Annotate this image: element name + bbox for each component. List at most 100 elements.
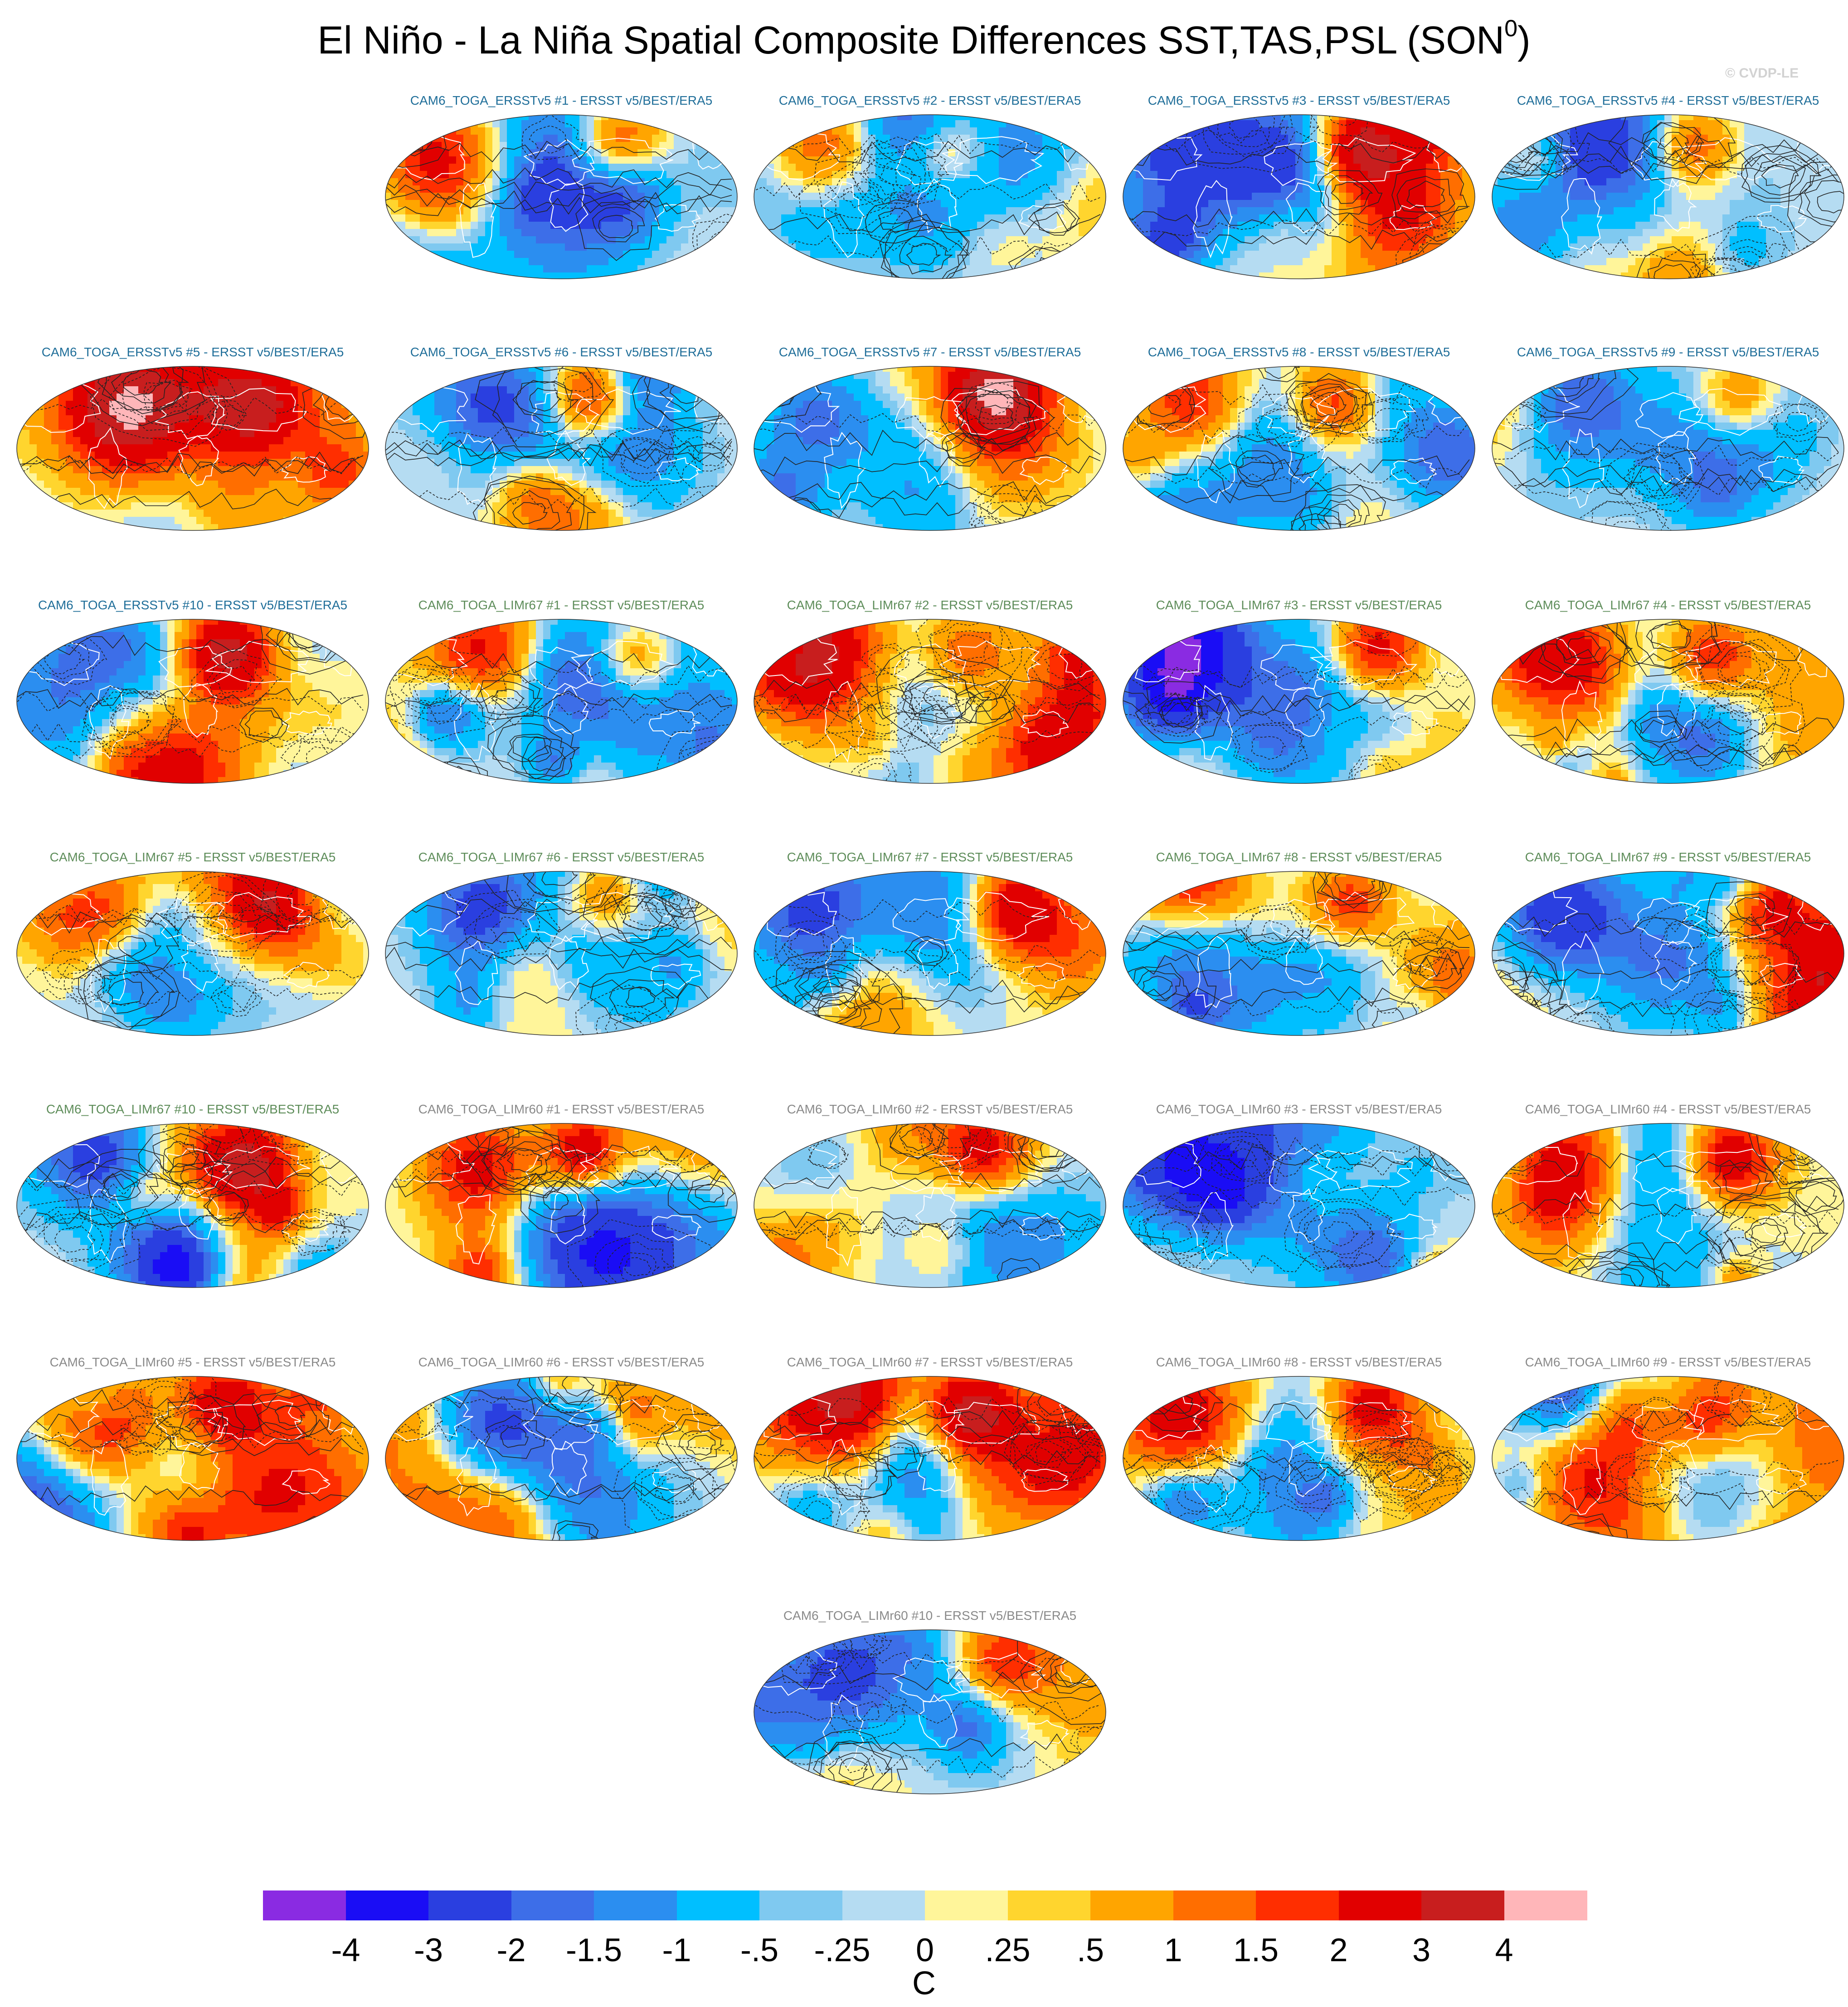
- psl-contour: [1744, 1217, 1789, 1249]
- psl-contour: [754, 1438, 1101, 1463]
- map-panel: CAM6_TOGA_LIMr67 #3 - ERSST v5/BEST/ERA5: [1118, 598, 1480, 784]
- map-plot: [16, 1123, 369, 1288]
- psl-contour: [1664, 969, 1805, 1035]
- shaded-field: [754, 1123, 1106, 1288]
- psl-contour: [1025, 1435, 1072, 1468]
- coastline: [1195, 935, 1232, 1008]
- psl-contour: [825, 669, 947, 755]
- psl-contour: [17, 366, 58, 392]
- psl-contour: [1505, 121, 1576, 165]
- psl-contour: [1492, 437, 1839, 461]
- coastline: [89, 938, 126, 1013]
- coastline: [1285, 182, 1328, 233]
- psl-contour: [1358, 1428, 1396, 1454]
- psl-contour: [598, 425, 697, 487]
- psl-contour: [788, 930, 828, 961]
- psl-contour: [1492, 1152, 1839, 1177]
- psl-contour: [754, 131, 1101, 155]
- psl-contour: [523, 871, 597, 901]
- coastline: [1654, 178, 1697, 232]
- figure-title-superscript: 0: [1504, 15, 1517, 42]
- panel-title: CAM6_TOGA_LIMr60 #10 - ERSST v5/BEST/ERA…: [735, 1608, 1125, 1623]
- coastline: [282, 1468, 331, 1495]
- psl-contour: [1303, 1210, 1374, 1259]
- psl-contour: [143, 379, 193, 416]
- psl-contour: [385, 195, 732, 216]
- coastline: [1756, 204, 1807, 233]
- panel-title: CAM6_TOGA_LIMr60 #7 - ERSST v5/BEST/ERA5: [735, 1355, 1125, 1370]
- psl-contour: [302, 373, 369, 439]
- psl-contour: [507, 734, 552, 763]
- map-plot: [1123, 871, 1475, 1036]
- psl-contour: [1139, 1453, 1270, 1537]
- psl-contour: [112, 705, 152, 736]
- psl-contour: [1804, 180, 1844, 223]
- coastline: [575, 389, 681, 435]
- psl-contour: [385, 1162, 732, 1185]
- psl-contour: [490, 916, 532, 943]
- coastline: [1630, 141, 1707, 188]
- psl-contour: [754, 1733, 1101, 1759]
- watermark: © CVDP-LE: [1725, 66, 1799, 81]
- psl-contour: [1123, 228, 1470, 250]
- psl-contour: [17, 1206, 364, 1231]
- psl-contour: [1717, 650, 1770, 689]
- psl-contour: [280, 727, 361, 783]
- coastline: [1683, 640, 1777, 688]
- psl-contour: [832, 1630, 892, 1658]
- psl-contour: [43, 1217, 104, 1263]
- panel-title: CAM6_TOGA_LIMr67 #4 - ERSST v5/BEST/ERA5: [1473, 598, 1848, 613]
- psl-contour: [1492, 642, 1839, 667]
- coastline: [179, 1442, 220, 1490]
- coastline: [918, 1694, 958, 1748]
- psl-contour: [692, 213, 737, 273]
- psl-contour: [83, 690, 175, 755]
- psl-contour: [865, 151, 926, 196]
- psl-contour: [480, 680, 537, 715]
- psl-contour: [1123, 666, 1470, 689]
- psl-contour: [827, 1753, 875, 1787]
- psl-contour: [1123, 1251, 1153, 1277]
- coastline: [550, 1187, 586, 1244]
- psl-contour: [1492, 1460, 1839, 1480]
- psl-contour: [1209, 434, 1305, 501]
- colorbar-tick-label: .25: [985, 1932, 1030, 1968]
- coastline: [1310, 891, 1415, 938]
- coastline: [1269, 1147, 1338, 1195]
- map-panel: CAM6_TOGA_LIMr60 #6 - ERSST v5/BEST/ERA5: [380, 1355, 743, 1541]
- map-border: [1492, 114, 1844, 279]
- coastline: [824, 680, 865, 763]
- psl-contour: [1135, 681, 1223, 744]
- psl-contour: [1123, 1448, 1470, 1470]
- panel-title: CAM6_TOGA_LIMr60 #6 - ERSST v5/BEST/ERA5: [366, 1355, 756, 1370]
- psl-contour: [1787, 161, 1844, 243]
- coastline: [178, 1187, 223, 1240]
- psl-contour: [239, 707, 288, 743]
- psl-contour: [1640, 1410, 1670, 1432]
- colorbar-box: [676, 1890, 760, 1920]
- map-plot: [1492, 1376, 1844, 1541]
- psl-contour: [1736, 955, 1776, 986]
- psl-contour: [1572, 1020, 1604, 1035]
- psl-contour: [1650, 623, 1689, 648]
- psl-contour: [553, 366, 605, 402]
- psl-contour: [1698, 641, 1786, 697]
- psl-contour: [1713, 1161, 1773, 1201]
- psl-contour: [97, 971, 159, 1014]
- psl-contour: [754, 725, 1101, 752]
- map-border: [16, 619, 369, 784]
- shaded-field: [17, 1376, 369, 1540]
- psl-contour: [213, 405, 243, 427]
- psl-contour: [1070, 1725, 1106, 1760]
- psl-contour: [1238, 454, 1275, 482]
- coastline: [1260, 644, 1337, 691]
- map-plot: [754, 366, 1106, 531]
- psl-contour: [754, 453, 1101, 476]
- map-plot: [1123, 366, 1475, 531]
- coastline: [158, 645, 233, 688]
- psl-contour: [1251, 736, 1286, 760]
- colorbar-box: [594, 1890, 677, 1920]
- psl-contour: [199, 1123, 251, 1150]
- panel-title: CAM6_TOGA_LIMr67 #3 - ERSST v5/BEST/ERA5: [1104, 598, 1494, 613]
- psl-contour: [17, 1180, 364, 1201]
